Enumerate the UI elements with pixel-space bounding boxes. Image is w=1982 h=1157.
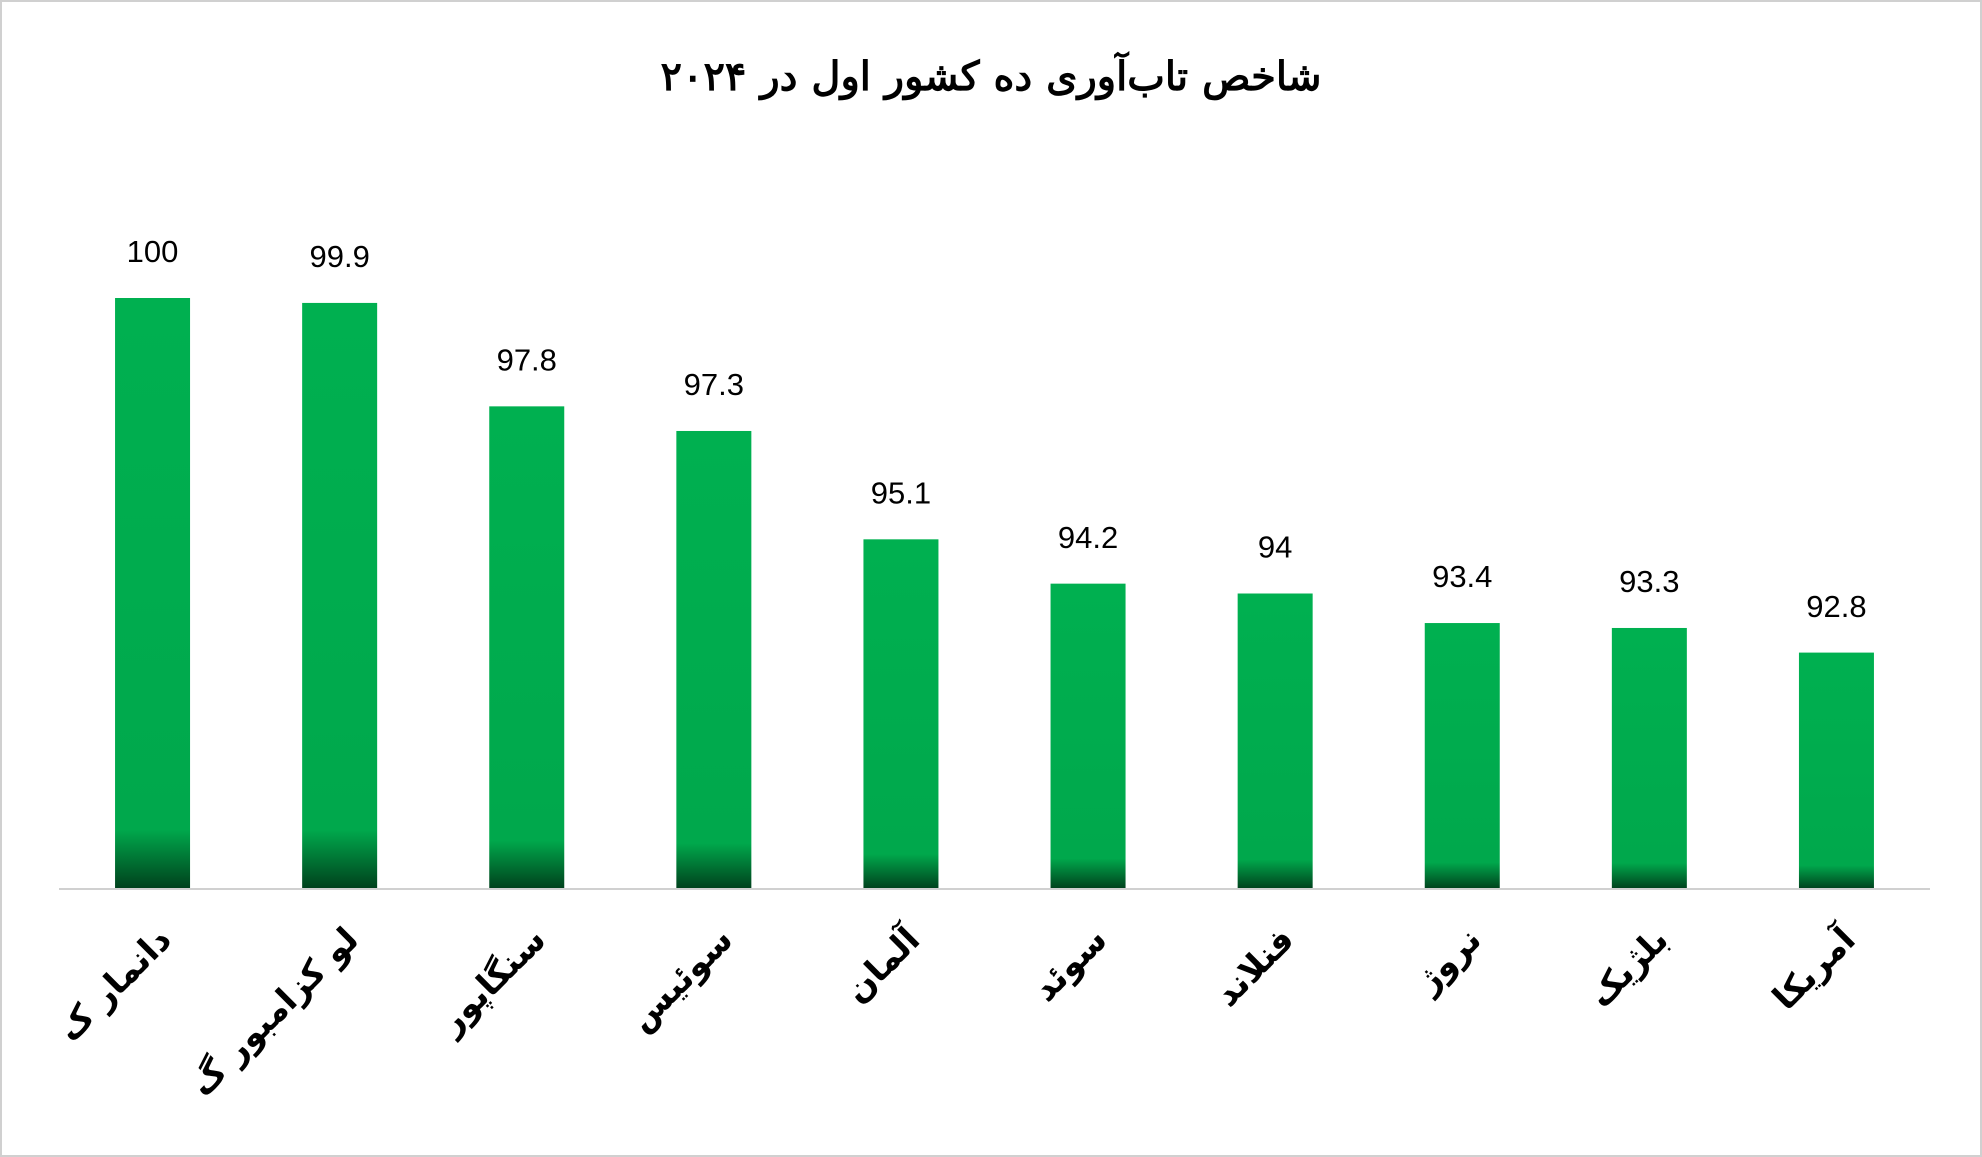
data-label: 94.2: [1058, 520, 1118, 555]
bar: [1050, 583, 1126, 889]
bar: [115, 298, 191, 889]
bar: [1611, 627, 1687, 889]
bar: [302, 302, 378, 889]
bar: [1798, 652, 1874, 889]
data-label: 93.4: [1432, 559, 1492, 594]
data-label: 92.8: [1806, 589, 1866, 624]
data-label: 93.3: [1619, 564, 1679, 599]
data-label: 97.8: [497, 343, 557, 378]
data-label: 94: [1258, 530, 1292, 565]
chart-title: شاخص تاب‌آوری ده کشور اول در ۲۰۲۴: [660, 50, 1321, 101]
data-label: 97.3: [684, 367, 744, 402]
data-label: 100: [127, 234, 179, 269]
data-label: 99.9: [309, 239, 369, 274]
bar: [863, 539, 939, 889]
bar: [1237, 593, 1313, 889]
data-label: 95.1: [871, 476, 931, 511]
bar: [676, 430, 752, 889]
bar: [489, 406, 565, 889]
bar: [1424, 623, 1500, 889]
